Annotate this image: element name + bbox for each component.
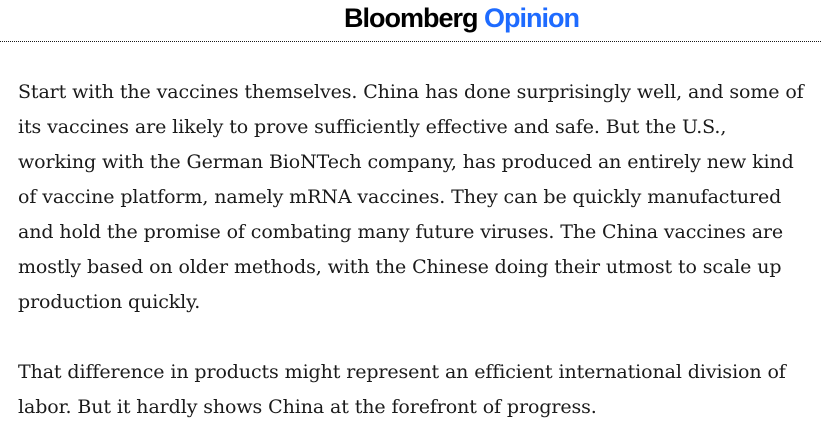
article-paragraph-1: Start with the vaccines themselves. Chin…: [18, 81, 804, 313]
bloomberg-opinion-logo[interactable]: Bloomberg Opinion: [344, 1, 580, 35]
logo-section-text: Opinion: [484, 3, 580, 33]
article-body: Start with the vaccines themselves. Chin…: [18, 75, 808, 425]
logo-brand-text: Bloomberg: [344, 3, 479, 33]
article-paragraph-2: That difference in products might repres…: [18, 361, 786, 418]
masthead: Bloomberg Opinion: [0, 0, 821, 42]
